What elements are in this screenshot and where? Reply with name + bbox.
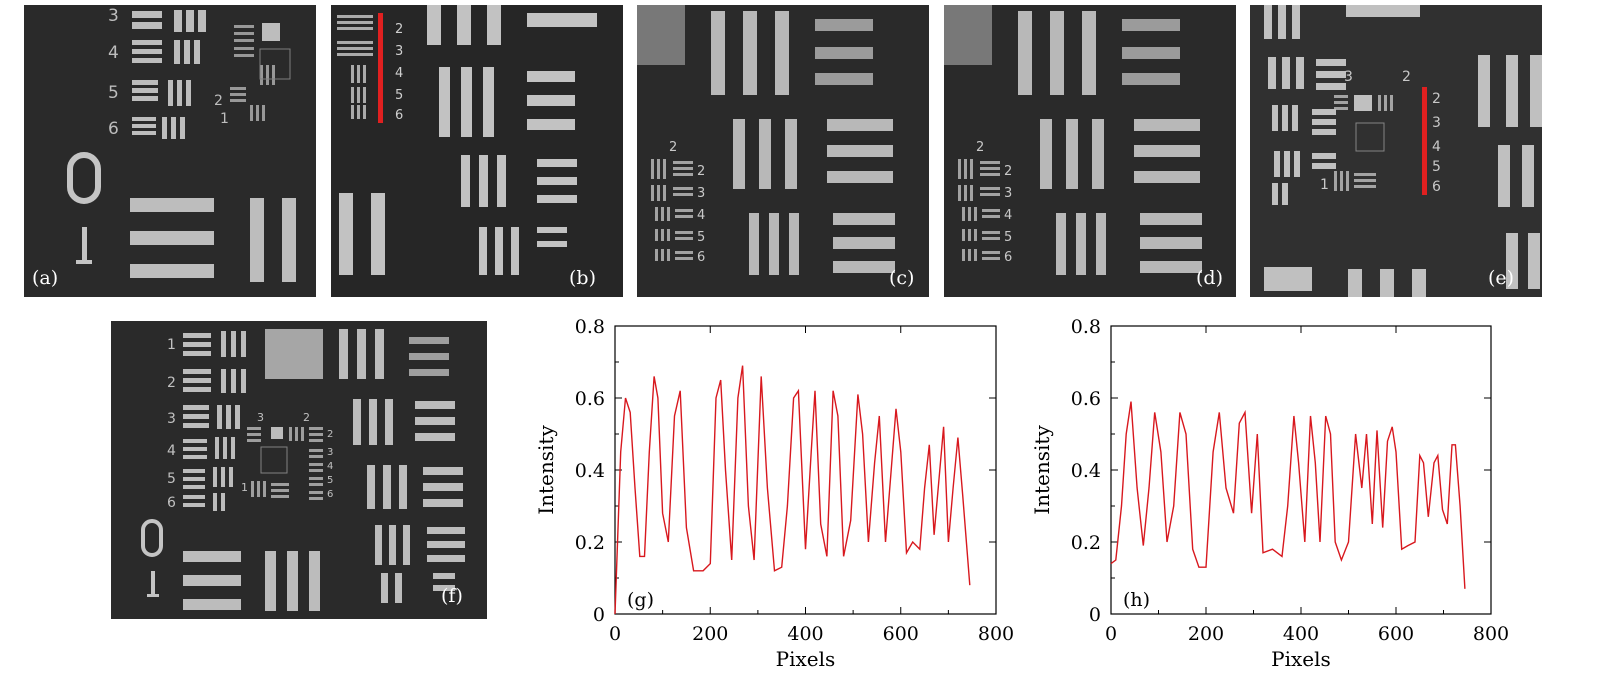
digit-f-8: 2 — [327, 429, 333, 440]
y-axis-label-g: Intensity — [534, 425, 558, 515]
digit-a-1: 4 — [108, 43, 119, 63]
x-tick-label-h: 600 — [1378, 623, 1414, 645]
digit-c-1: 2 — [697, 164, 705, 179]
digit-e-2: 2 — [1432, 91, 1441, 107]
image-panel-a: 3 4 5 6 2 1 (a) — [24, 5, 316, 297]
digit-f-0: 1 — [167, 337, 176, 353]
intensity-line-g — [614, 365, 971, 615]
y-tick-label-h: 0.4 — [1071, 460, 1101, 482]
digit-a-4: 2 — [214, 93, 223, 109]
digit-f-10: 4 — [327, 461, 333, 472]
chart-label-h: (h) — [1123, 589, 1150, 611]
profile-line-marker-e — [1422, 87, 1427, 195]
x-tick-label-h: 0 — [1105, 623, 1117, 645]
target-image-d: 2 2 3 4 5 6 — [944, 5, 1202, 275]
digit-e-6: 6 — [1432, 179, 1441, 195]
digit-c-2: 3 — [697, 186, 705, 201]
digit-f-7: 2 — [303, 411, 310, 424]
digit-d-4: 5 — [1004, 230, 1012, 245]
y-tick-label-h: 0.8 — [1071, 316, 1101, 338]
intensity-line-h — [1110, 401, 1466, 589]
digit-b-2: 4 — [395, 66, 403, 81]
chart-label-g: (g) — [627, 589, 654, 611]
x-tick-label-g: 600 — [883, 623, 919, 645]
digit-c-4: 5 — [697, 230, 705, 245]
plot-frame-h — [1110, 325, 1492, 615]
digit-e-4: 4 — [1432, 139, 1441, 155]
digit-a-2: 5 — [108, 83, 119, 103]
digit-d-5: 6 — [1004, 250, 1012, 265]
digit-b-3: 5 — [395, 88, 403, 103]
panel-label-d: (d) — [1196, 267, 1223, 289]
y-tick-label-h: 0.2 — [1071, 532, 1101, 554]
x-axis-label-g: Pixels — [776, 647, 836, 671]
digit-f-1: 2 — [167, 375, 176, 391]
digit-f-9: 3 — [327, 447, 333, 458]
x-axis-label-h: Pixels — [1271, 647, 1331, 671]
y-tick-label-g: 0.2 — [575, 532, 605, 554]
digit-b-0: 2 — [395, 22, 403, 37]
x-tick-label-g: 200 — [692, 623, 728, 645]
digit-a-5: 1 — [220, 111, 229, 127]
x-tick-label-h: 800 — [1473, 623, 1509, 645]
digit-f-11: 5 — [327, 475, 333, 486]
digit-f-12: 6 — [327, 489, 333, 500]
target-image-c: 2 2 3 4 5 6 — [637, 5, 895, 275]
digit-f-5: 6 — [167, 495, 176, 511]
digit-d-2: 3 — [1004, 186, 1012, 201]
x-tick-label-g: 800 — [978, 623, 1014, 645]
digit-e-7: 1 — [1320, 177, 1329, 193]
digit-c-3: 4 — [697, 208, 705, 223]
x-tick-label-h: 400 — [1283, 623, 1319, 645]
y-tick-label-h: 0 — [1089, 604, 1101, 626]
digit-e-1: 2 — [1402, 69, 1411, 85]
digit-e-3: 3 — [1432, 115, 1441, 131]
panel-label-c: (c) — [889, 267, 915, 289]
digit-d-0: 2 — [976, 140, 984, 155]
profile-line-marker-b — [378, 13, 383, 123]
x-tick-label-g: 0 — [609, 623, 621, 645]
digit-f-4: 5 — [167, 471, 176, 487]
y-axis-label-h: Intensity — [1030, 425, 1054, 515]
panel-label-f: (f) — [441, 585, 463, 607]
plot-frame-g — [614, 325, 997, 615]
digit-b-4: 6 — [395, 108, 403, 123]
target-image-e: 3 2 2 3 4 5 6 1 — [1264, 5, 1542, 297]
y-tick-label-g: 0.6 — [575, 388, 605, 410]
digit-f-13: 1 — [241, 481, 248, 494]
image-panel-e: 3 2 2 3 4 5 6 1 (e) — [1250, 5, 1542, 297]
digit-d-3: 4 — [1004, 208, 1012, 223]
y-tick-label-h: 0.6 — [1071, 388, 1101, 410]
y-tick-label-g: 0.4 — [575, 460, 605, 482]
digit-e-5: 5 — [1432, 159, 1441, 175]
digit-c-5: 6 — [697, 250, 705, 265]
digit-f-2: 3 — [167, 411, 176, 427]
image-panel-d: 2 2 3 4 5 6 (d) — [944, 5, 1236, 297]
target-image-f: 1 2 3 4 5 6 3 2 2 3 4 5 6 1 — [141, 329, 465, 611]
digit-a-0: 3 — [108, 6, 119, 26]
panel-label-a: (a) — [32, 267, 59, 289]
x-tick-label-g: 400 — [787, 623, 823, 645]
y-tick-label-g: 0.8 — [575, 316, 605, 338]
image-panel-c: 2 2 3 4 5 6 (c) — [637, 5, 929, 297]
digit-b-1: 3 — [395, 44, 403, 59]
digit-c-0: 2 — [669, 140, 677, 155]
image-panel-f: 1 2 3 4 5 6 3 2 2 3 4 5 6 1 (f) — [111, 321, 487, 619]
digit-d-1: 2 — [1004, 164, 1012, 179]
x-tick-label-h: 200 — [1188, 623, 1224, 645]
panel-label-e: (e) — [1488, 267, 1515, 289]
image-panel-b: 2 3 4 5 6 (b) — [331, 5, 623, 297]
panel-label-b: (b) — [569, 267, 596, 289]
digit-f-6: 3 — [257, 411, 264, 424]
target-image-a: 3 4 5 6 2 1 — [67, 6, 296, 282]
target-image-b: 2 3 4 5 6 — [337, 5, 597, 275]
y-tick-label-g: 0 — [593, 604, 605, 626]
digit-f-3: 4 — [167, 443, 176, 459]
digit-e-0: 3 — [1344, 69, 1353, 85]
digit-a-3: 6 — [108, 119, 119, 139]
